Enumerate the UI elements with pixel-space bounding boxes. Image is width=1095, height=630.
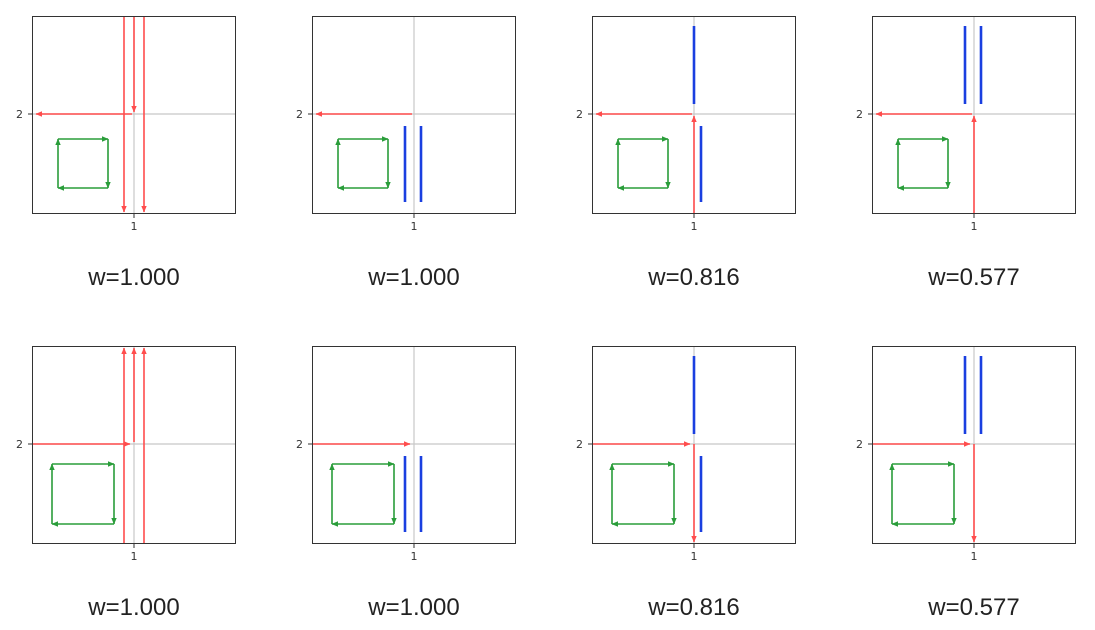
panel-caption: w=1.000 (367, 264, 459, 291)
panel: 2 1 w=0.577 (856, 16, 1076, 291)
panel-frame (312, 16, 516, 214)
panel-caption: w=1.000 (87, 594, 179, 621)
panel-caption: w=0.577 (927, 594, 1019, 621)
panel: 2 1 w=0.816 (576, 16, 796, 291)
tick-label-x: 1 (411, 220, 418, 233)
tick-label-y: 2 (576, 108, 583, 121)
panel: 2 1 w=1.000 (296, 16, 516, 291)
panel-caption: w=0.816 (647, 594, 739, 621)
tick-label-x: 1 (691, 550, 698, 563)
panel-caption: w=0.577 (927, 264, 1019, 291)
panel: 2 1 w=0.816 (576, 346, 796, 621)
panel-caption: w=1.000 (367, 594, 459, 621)
panel-caption: w=1.000 (87, 264, 179, 291)
tick-label-x: 1 (131, 550, 138, 563)
panel-frame (592, 16, 796, 214)
tick-label-y: 2 (856, 108, 863, 121)
tick-label-x: 1 (131, 220, 138, 233)
panel-frame (312, 346, 516, 544)
panel: 2 1 w=1.000 (16, 16, 236, 291)
panel-frame (872, 16, 1076, 214)
tick-label-y: 2 (16, 438, 23, 451)
panel-frame (592, 346, 796, 544)
tick-label-y: 2 (16, 108, 23, 121)
panel-frame (32, 346, 236, 544)
tick-label-y: 2 (576, 438, 583, 451)
tick-label-y: 2 (856, 438, 863, 451)
panel-frame (872, 346, 1076, 544)
tick-label-y: 2 (296, 438, 303, 451)
tick-label-x: 1 (971, 550, 978, 563)
panel: 2 1 w=1.000 (296, 346, 516, 621)
panel-caption: w=0.816 (647, 264, 739, 291)
tick-label-x: 1 (411, 550, 418, 563)
panel: 2 1 w=0.577 (856, 346, 1076, 621)
panel: 2 1 w=1.000 (16, 346, 236, 621)
tick-label-x: 1 (971, 220, 978, 233)
panel-frame (32, 16, 236, 214)
tick-label-x: 1 (691, 220, 698, 233)
tick-label-y: 2 (296, 108, 303, 121)
